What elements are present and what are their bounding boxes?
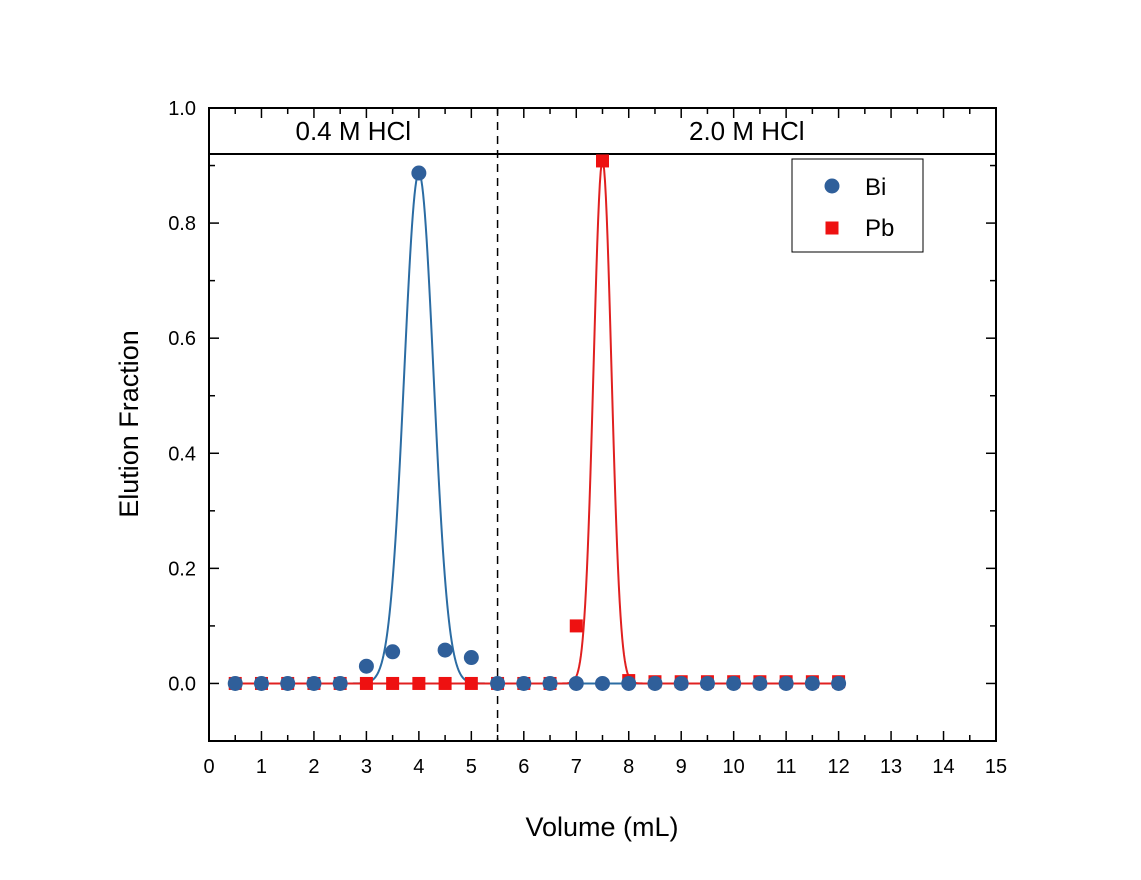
data-point-pb [464,676,478,690]
legend-pb-label: Pb [865,215,894,242]
x-tick-label: 15 [985,756,1007,778]
y-axis-title: Elution Fraction [114,330,144,518]
x-tick-label: 2 [308,756,319,778]
data-point-pb [569,619,583,633]
x-axis-title: Volume (mL) [525,812,678,842]
x-tick-label: 1 [256,756,267,778]
region-label-0.4M-HCl: 0.4 M HCl [295,116,411,146]
y-axis-ticks: 0.0 0.2 0.4 0.6 0.8 1.0 [168,98,996,742]
region-label-2.0M-HCl: 2.0 M HCl [689,116,805,146]
legend-pb-marker [825,221,839,235]
data-point-bi [621,675,637,691]
y-tick-label: 0.0 [168,673,196,695]
data-point-bi [542,675,558,691]
data-point-pb [386,676,400,690]
x-tick-label: 11 [776,756,797,778]
data-point-bi [280,675,296,691]
data-point-bi [647,675,663,691]
data-point-bi [595,675,610,691]
y-tick-label: 0.4 [168,443,196,465]
data-point-bi [490,675,506,691]
data-point-bi [778,675,794,691]
data-point-bi [306,675,322,691]
data-point-bi [385,644,401,660]
data-point-bi [411,165,427,181]
x-tick-label: 8 [623,756,634,778]
x-tick-label: 4 [413,756,424,778]
fit-curves [235,158,839,685]
data-point-bi [726,675,742,691]
data-point-pb [438,676,452,690]
data-point-bi [673,675,689,691]
y-tick-label: 0.2 [168,558,196,580]
x-tick-label: 10 [723,756,745,778]
y-tick-label: 0.6 [168,328,196,350]
y-tick-label: 0.8 [168,213,196,235]
x-tick-label: 6 [518,756,529,778]
data-point-pb [412,676,426,690]
x-tick-label: 7 [571,756,582,778]
fit-curve-bi [235,171,839,685]
data-point-bi [831,675,847,691]
data-point-bi [516,675,532,691]
x-tick-label: 9 [676,756,687,778]
data-point-bi [752,675,768,691]
legend-bi-label: Bi [865,174,886,201]
data-point-bi [437,642,453,658]
legend-bi-marker [824,178,840,194]
data-point-pb [359,676,373,690]
legend: Bi Pb [791,158,924,253]
data-point-bi [227,675,243,691]
data-point-bi [253,675,269,691]
data-point-bi [699,675,715,691]
legend-box [791,158,924,253]
y-tick-label: 1.0 [168,98,196,120]
fit-curve-pb [235,158,839,685]
data-point-bi [358,658,374,674]
data-point-bi [332,675,348,691]
data-point-pb [596,154,609,168]
x-tick-label: 13 [880,756,902,778]
x-tick-label: 14 [932,756,954,778]
data-point-bi [568,675,584,691]
x-tick-label: 0 [203,756,214,778]
x-tick-label: 3 [361,756,372,778]
data-point-bi [463,650,479,666]
x-tick-label: 5 [466,756,477,778]
data-points [227,154,847,691]
x-tick-label: 12 [827,756,849,778]
x-axis-ticks: 0 1 2 3 4 5 6 7 8 9 10 11 12 13 14 15 [203,108,1007,778]
data-point-bi [804,675,820,691]
